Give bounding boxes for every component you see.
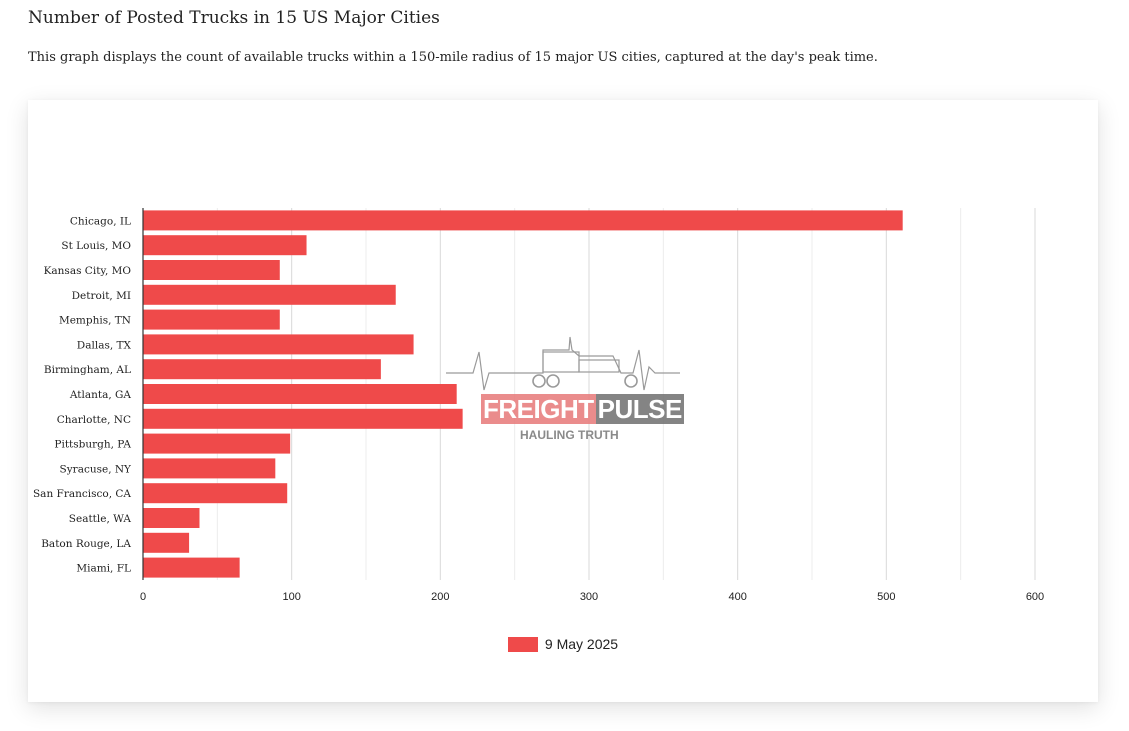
bars xyxy=(143,210,903,578)
bar xyxy=(143,408,463,429)
bar xyxy=(143,309,280,330)
bar xyxy=(143,433,291,454)
x-tick-label: 600 xyxy=(1026,591,1044,603)
bar-chart: Chicago, IL St Louis, MO Kansas City, MO De… xyxy=(33,208,1044,603)
x-tick-label: 200 xyxy=(431,591,449,603)
y-tick-label: Kansas City, MO xyxy=(44,265,132,277)
bar xyxy=(143,260,280,280)
bar xyxy=(143,557,240,578)
y-tick-label: Pittsburgh, PA xyxy=(54,439,131,451)
x-tick-label: 100 xyxy=(282,591,300,603)
x-tick-label: 500 xyxy=(877,591,895,603)
page-description: This graph displays the count of availab… xyxy=(28,50,878,65)
axis-labels: Chicago, IL St Louis, MO Kansas City, MO De… xyxy=(33,215,1044,603)
legend-label: 9 May 2025 xyxy=(544,636,619,652)
y-tick-label: Atlanta, GA xyxy=(69,389,132,401)
legend-swatch xyxy=(507,636,538,652)
bar xyxy=(143,384,457,404)
y-tick-label: Birmingham, AL xyxy=(44,364,131,376)
y-tick-label: Charlotte, NC xyxy=(57,414,131,426)
bar xyxy=(143,483,288,504)
page-title: Number of Posted Trucks in 15 US Major C… xyxy=(28,8,440,28)
y-tick-label: Chicago, IL xyxy=(70,215,131,227)
chart-legend: 9 May 2025 xyxy=(28,636,1098,652)
y-tick-label: Detroit, MI xyxy=(72,290,131,302)
bar xyxy=(143,210,903,231)
x-tick-label: 300 xyxy=(580,591,598,603)
y-tick-label: St Louis, MO xyxy=(61,240,131,252)
y-tick-label: Syracuse, NY xyxy=(60,463,133,475)
y-tick-label: Dallas, TX xyxy=(77,339,132,351)
y-tick-label: Miami, FL xyxy=(76,563,131,575)
bar xyxy=(143,334,414,355)
bar xyxy=(143,532,190,553)
x-tick-label: 400 xyxy=(728,591,746,603)
x-tick-label: 0 xyxy=(140,591,146,603)
bar xyxy=(143,359,381,380)
y-tick-label: Baton Rouge, LA xyxy=(41,538,131,550)
y-tick-label: San Francisco, CA xyxy=(33,488,131,500)
bar xyxy=(143,508,200,528)
bar xyxy=(143,458,276,479)
y-tick-label: Memphis, TN xyxy=(59,315,131,327)
y-tick-label: Seattle, WA xyxy=(69,513,132,525)
bar xyxy=(143,284,396,305)
bar xyxy=(143,235,307,256)
chart-card: Chicago, IL St Louis, MO Kansas City, MO De… xyxy=(28,100,1098,702)
